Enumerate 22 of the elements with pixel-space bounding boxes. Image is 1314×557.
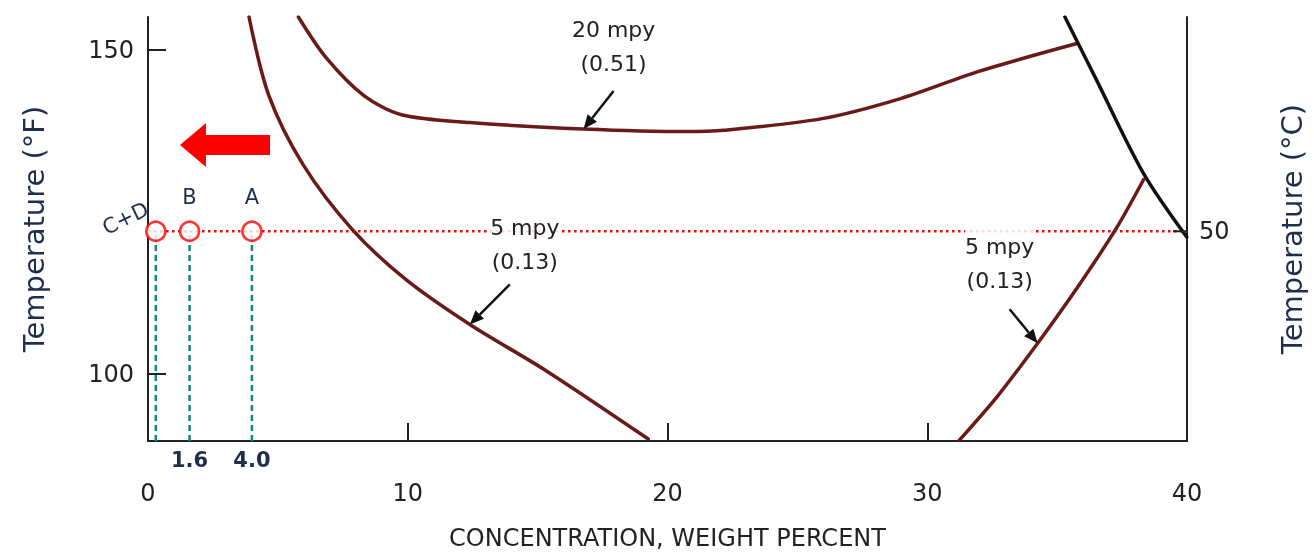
annotation: 1.6 <box>170 447 209 472</box>
line-series <box>957 177 1146 443</box>
annotation: 5 mpy (0.13) <box>964 233 1035 293</box>
annotation: C+D <box>98 196 153 240</box>
annotation: A <box>244 184 260 209</box>
x-tick-label: 40 <box>1171 479 1203 507</box>
x-tick-label: 30 <box>911 479 943 507</box>
y2-axis-title: Temperature (°C) <box>1274 103 1309 356</box>
y-tick-label: 150 <box>88 36 134 65</box>
annotation: 4.0 <box>233 447 271 472</box>
x-tick-label: 20 <box>652 479 683 507</box>
annotation: 5 mpy (0.13) <box>490 214 560 274</box>
annotation: 20 mpy (0.51) <box>571 17 656 77</box>
y-axis-title: Temperature (°F) <box>16 105 51 354</box>
line-series <box>296 15 1079 134</box>
x-tick-label: 0 <box>140 479 156 507</box>
x-tick-label: 10 <box>392 479 424 507</box>
y-tick-label: 100 <box>88 359 134 388</box>
line-series <box>1063 15 1189 239</box>
x-axis-title: CONCENTRATION, WEIGHT PERCENT <box>449 524 887 552</box>
annotation: B <box>182 184 197 209</box>
text: 50 <box>1199 217 1230 246</box>
